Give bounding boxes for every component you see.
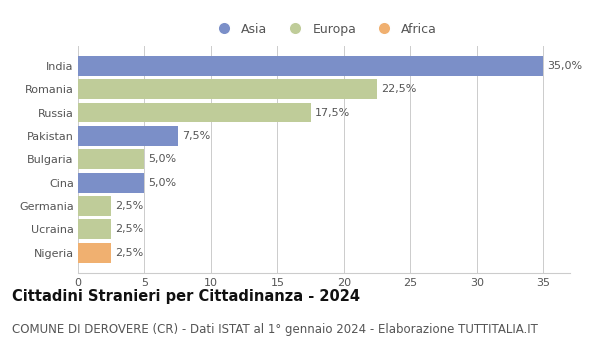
Bar <box>78 173 145 193</box>
Bar <box>78 103 311 122</box>
Text: COMUNE DI DEROVERE (CR) - Dati ISTAT al 1° gennaio 2024 - Elaborazione TUTTITALI: COMUNE DI DEROVERE (CR) - Dati ISTAT al … <box>12 322 538 336</box>
Text: 5,0%: 5,0% <box>148 177 176 188</box>
Bar <box>78 219 111 239</box>
Bar <box>78 243 111 262</box>
Text: 35,0%: 35,0% <box>547 61 583 71</box>
Text: 2,5%: 2,5% <box>115 248 143 258</box>
Legend: Asia, Europa, Africa: Asia, Europa, Africa <box>206 18 442 41</box>
Text: Cittadini Stranieri per Cittadinanza - 2024: Cittadini Stranieri per Cittadinanza - 2… <box>12 289 360 304</box>
Text: 5,0%: 5,0% <box>148 154 176 164</box>
Text: 2,5%: 2,5% <box>115 224 143 234</box>
Bar <box>78 149 145 169</box>
Text: 17,5%: 17,5% <box>314 107 350 118</box>
Bar <box>78 56 544 76</box>
Bar <box>78 126 178 146</box>
Text: 2,5%: 2,5% <box>115 201 143 211</box>
Text: 22,5%: 22,5% <box>381 84 416 94</box>
Bar <box>78 79 377 99</box>
Text: 7,5%: 7,5% <box>182 131 210 141</box>
Bar <box>78 196 111 216</box>
